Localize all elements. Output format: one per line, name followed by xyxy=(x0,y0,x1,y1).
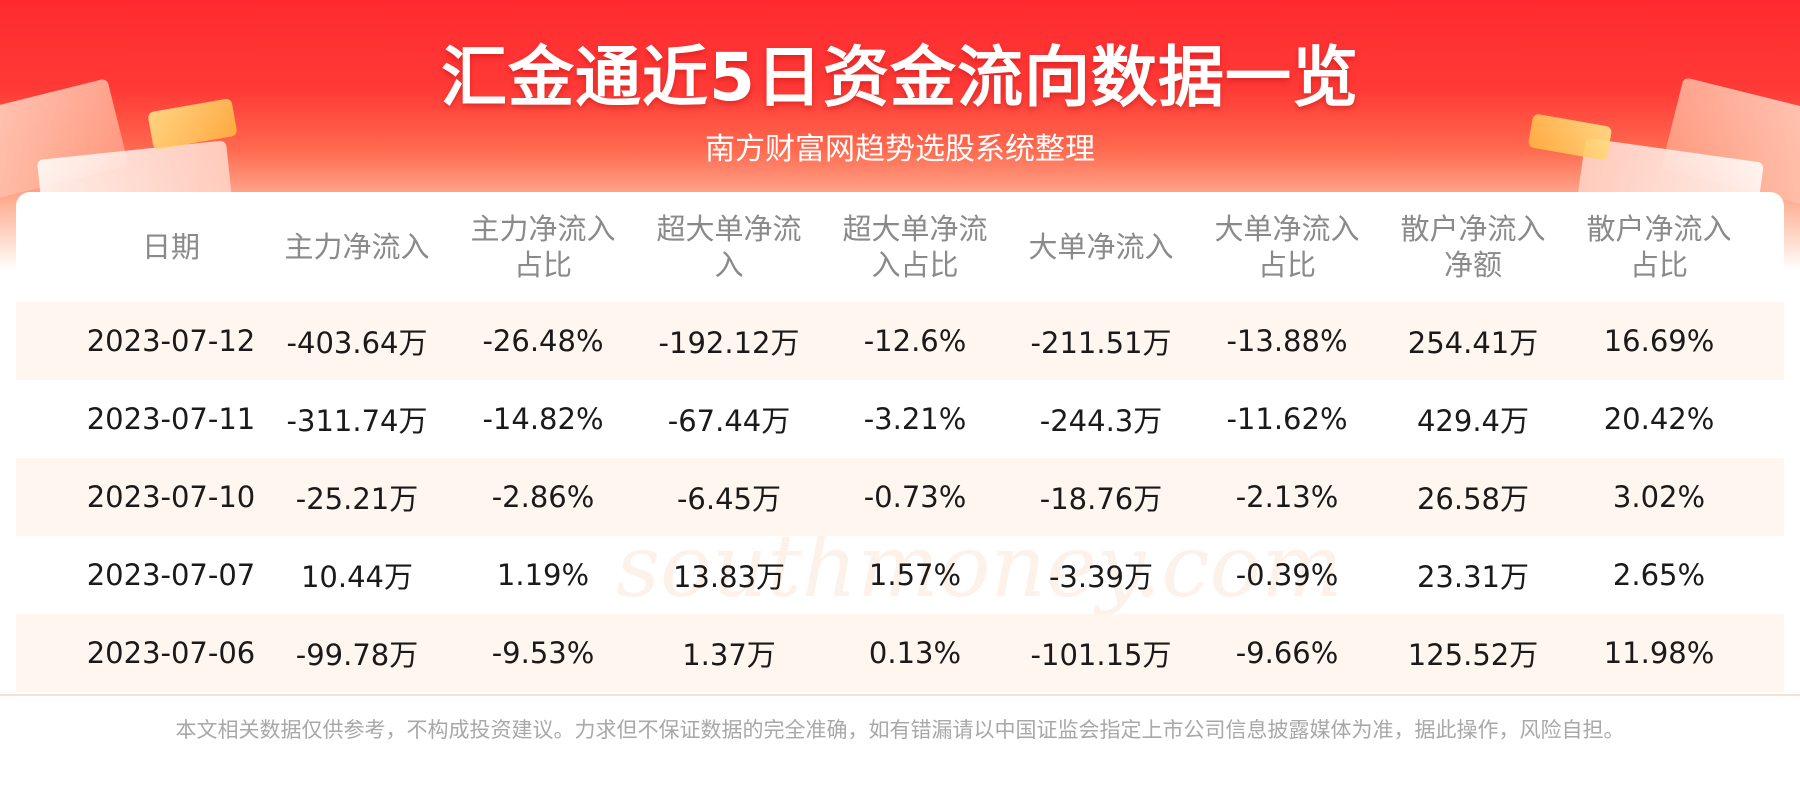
table-cell: 16.69% xyxy=(1603,324,1715,358)
table-cell: 2.65% xyxy=(1612,558,1706,592)
table-row: 2023-07-06 -99.78万 -9.53% 1.37万 0.13% -1… xyxy=(16,614,1784,692)
table-cell: -244.3万 xyxy=(1039,404,1163,438)
table-cell: 1.37万 xyxy=(682,638,776,672)
data-table-card: 日期 主力净流入 主力净流入占比 超大单净流入 超大单净流入占比 大单净流入 大… xyxy=(16,192,1784,692)
footer-divider xyxy=(0,694,1800,696)
table-cell: 254.41万 xyxy=(1407,326,1539,360)
table-cell: -26.48% xyxy=(482,324,604,358)
column-header: 散户净流入占比 xyxy=(1586,212,1732,282)
table-cell: 1.19% xyxy=(496,558,590,592)
table-cell-date: 2023-07-06 xyxy=(86,636,256,670)
table-cell: -2.86% xyxy=(491,480,595,514)
column-header: 日期 xyxy=(141,230,200,264)
table-cell-date: 2023-07-10 xyxy=(86,480,256,514)
column-header: 超大单净流入占比 xyxy=(842,212,988,282)
page-subtitle: 南方财富网趋势选股系统整理 xyxy=(705,132,1095,167)
column-header: 主力净流入占比 xyxy=(470,212,616,282)
table-cell: -9.66% xyxy=(1235,636,1339,670)
table-header: 日期 主力净流入 主力净流入占比 超大单净流入 超大单净流入占比 大单净流入 大… xyxy=(16,192,1784,302)
table-row: 2023-07-07 10.44万 1.19% 13.83万 1.57% -3.… xyxy=(16,536,1784,614)
page-title: 汇金通近5日资金流向数据一览 xyxy=(441,39,1359,116)
column-header: 大单净流入 xyxy=(1028,230,1174,264)
table-cell: 26.58万 xyxy=(1416,482,1530,516)
table-cell: -25.21万 xyxy=(295,482,419,516)
table-cell: 23.31万 xyxy=(1416,560,1530,594)
table-cell: 3.02% xyxy=(1612,480,1706,514)
disclaimer-text: 本文相关数据仅供参考，不构成投资建议。力求但不保证数据的完全准确，如有错漏请以中… xyxy=(175,718,1625,742)
table-cell: -67.44万 xyxy=(667,404,791,438)
table-cell: 11.98% xyxy=(1603,636,1715,670)
table-cell: -12.6% xyxy=(863,324,967,358)
table-cell-date: 2023-07-12 xyxy=(86,324,256,358)
table-cell-date: 2023-07-07 xyxy=(86,558,256,592)
table-cell: -0.73% xyxy=(863,480,967,514)
table-cell: 10.44万 xyxy=(300,560,414,594)
table-cell: -99.78万 xyxy=(295,638,419,672)
table-cell: -14.82% xyxy=(482,402,604,436)
table-cell: -18.76万 xyxy=(1039,482,1163,516)
table-cell: -11.62% xyxy=(1226,402,1348,436)
column-header: 超大单净流入 xyxy=(656,212,802,282)
column-header: 主力净流入 xyxy=(284,230,430,264)
table-cell: -13.88% xyxy=(1226,324,1348,358)
table-cell: -3.39万 xyxy=(1048,560,1154,594)
table-cell: 429.4万 xyxy=(1416,404,1530,438)
table-cell: -6.45万 xyxy=(676,482,782,516)
table-cell: -101.15万 xyxy=(1030,638,1172,672)
table-cell: -2.13% xyxy=(1235,480,1339,514)
table-cell: 125.52万 xyxy=(1407,638,1539,672)
table-cell-date: 2023-07-11 xyxy=(86,402,256,436)
table-row: 2023-07-11 -311.74万 -14.82% -67.44万 -3.2… xyxy=(16,380,1784,458)
table-cell: 13.83万 xyxy=(672,560,786,594)
table-cell: 1.57% xyxy=(868,558,962,592)
table-cell: -192.12万 xyxy=(658,326,800,360)
table-row: 2023-07-10 -25.21万 -2.86% -6.45万 -0.73% … xyxy=(16,458,1784,536)
table-cell: 20.42% xyxy=(1603,402,1715,436)
table-cell: -403.64万 xyxy=(286,326,428,360)
table-cell: -311.74万 xyxy=(286,404,428,438)
table-cell: -9.53% xyxy=(491,636,595,670)
table-cell: -0.39% xyxy=(1235,558,1339,592)
table-row: 2023-07-12 -403.64万 -26.48% -192.12万 -12… xyxy=(16,302,1784,380)
column-header: 大单净流入占比 xyxy=(1214,212,1360,282)
table-cell: -3.21% xyxy=(863,402,967,436)
table-cell: -211.51万 xyxy=(1030,326,1172,360)
column-header: 散户净流入净额 xyxy=(1400,212,1546,282)
table-cell: 0.13% xyxy=(868,636,962,670)
